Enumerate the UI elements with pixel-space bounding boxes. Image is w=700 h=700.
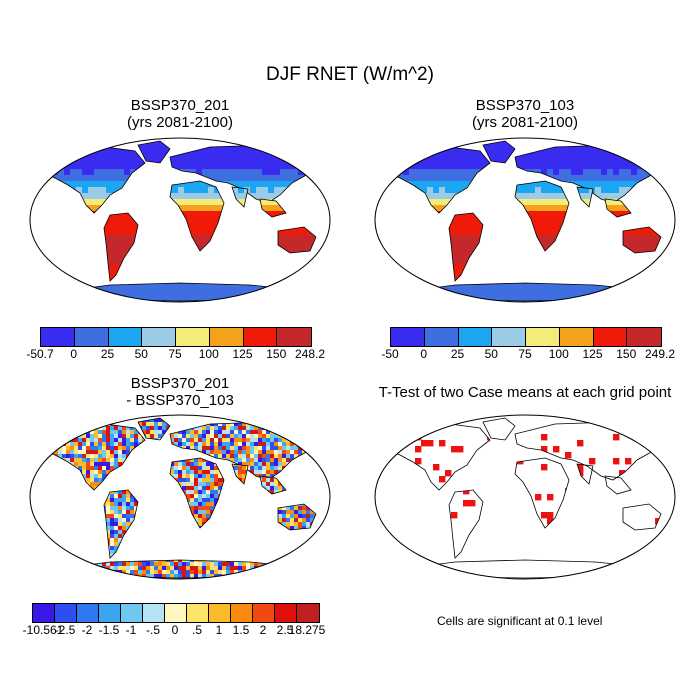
colorbar-tick-label: -.5 [146,623,160,637]
colorbar-box [187,604,209,622]
colorbar-box [165,604,187,622]
colorbar-panel3 [32,603,320,623]
colorbar-tick-label: -2 [82,623,93,637]
colorbar-tick-label: 100 [549,347,569,361]
colorbar-tick-label: -2.5 [55,623,76,637]
colorbar-tick-label: 150 [616,347,636,361]
colorbar-tick-label: 125 [232,347,252,361]
colorbar-box [121,604,143,622]
figure-title: DJF RNET (W/m^2) [0,64,700,86]
colorbar-tick-label: 75 [168,347,181,361]
colorbar-tick-label: 1 [216,623,223,637]
colorbar-tick-label: 25 [451,347,464,361]
panel2-title-line2: (yrs 2081-2100) [395,114,655,131]
colorbar-tick-label: -50 [381,347,398,361]
map-panel1 [10,133,350,308]
colorbar-box [244,328,278,346]
colorbar-box [391,328,425,346]
colorbar-box [253,604,275,622]
colorbar-tick-label: 0 [420,347,427,361]
colorbar-box [526,328,560,346]
colorbar-box [459,328,493,346]
colorbar-panel1-labels: -50.7 0 25 50 75 100 125 150 248.2 [40,347,310,361]
colorbar-tick-label: 249.2 [645,347,675,361]
colorbar-panel3-labels: -10.561 -2.5 -2 -1.5 -1 -.5 0.5 1 1.5 2 2.5 18.275 [32,623,318,637]
colorbar-panel2-labels: -50 0 25 50 75 100 125 150 249.2 [390,347,660,361]
colorbar-panel2 [390,327,662,347]
colorbar-tick-label: 50 [485,347,498,361]
colorbar-tick-label: -1.5 [99,623,120,637]
colorbar-panel1 [40,327,312,347]
colorbar-tick-label: 100 [199,347,219,361]
panel4-title: T-Test of two Case means at each grid po… [350,384,700,401]
colorbar-box [594,328,628,346]
colorbar-box [143,604,165,622]
significance-note: Cells are significant at 0.1 level [437,614,602,628]
colorbar-box [425,328,459,346]
panel3-title-line1: BSSP370_201 [50,375,310,392]
colorbar-box [627,328,661,346]
colorbar-tick-label: 1.5 [233,623,250,637]
colorbar-tick-label: 125 [582,347,602,361]
colorbar-box [77,604,99,622]
colorbar-box [210,328,244,346]
map-panel4 [355,410,695,585]
colorbar-box [231,604,253,622]
colorbar-box [209,604,231,622]
colorbar-tick-label: -50.7 [26,347,53,361]
panel3-title: BSSP370_201 - BSSP370_103 [50,375,310,409]
colorbar-box [142,328,176,346]
colorbar-box [75,328,109,346]
colorbar-box [55,604,77,622]
colorbar-tick-label: .5 [192,623,202,637]
colorbar-box [492,328,526,346]
colorbar-tick-label: 0 [70,347,77,361]
colorbar-box [560,328,594,346]
panel2-title: BSSP370_103 (yrs 2081-2100) [395,97,655,131]
colorbar-box [277,328,311,346]
panel1-title-line2: (yrs 2081-2100) [50,114,310,131]
colorbar-tick-label: 50 [135,347,148,361]
colorbar-tick-label: 248.2 [295,347,325,361]
colorbar-tick-label: 75 [518,347,531,361]
panel1-title-line1: BSSP370_201 [50,97,310,114]
colorbar-tick-label: 25 [101,347,114,361]
colorbar-box [41,328,75,346]
panel1-title: BSSP370_201 (yrs 2081-2100) [50,97,310,131]
colorbar-box [275,604,297,622]
colorbar-tick-label: 150 [266,347,286,361]
colorbar-box [176,328,210,346]
colorbar-box [109,328,143,346]
colorbar-box [33,604,55,622]
panel3-title-line2: - BSSP370_103 [50,392,310,409]
colorbar-tick-label: 0 [172,623,179,637]
colorbar-tick-label: -1 [126,623,137,637]
colorbar-box [99,604,121,622]
colorbar-tick-label: 18.275 [289,623,326,637]
colorbar-box [297,604,319,622]
colorbar-tick-label: 2 [260,623,267,637]
panel2-title-line1: BSSP370_103 [395,97,655,114]
map-panel3 [10,410,350,585]
map-panel2 [355,133,695,308]
